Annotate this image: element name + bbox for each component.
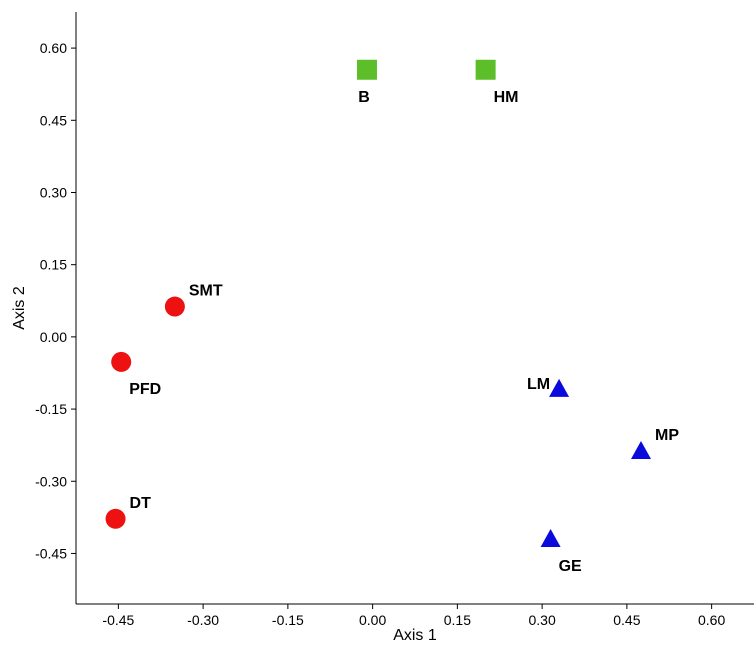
point-marker-lm bbox=[549, 378, 570, 397]
y-tick-label: 0.30 bbox=[40, 184, 67, 200]
axes bbox=[75, 12, 754, 605]
y-tick-label: 0.45 bbox=[40, 112, 67, 128]
x-tick-label: 0.00 bbox=[359, 612, 386, 628]
data-points: B HM SMT PFD DT LM MP GE bbox=[105, 59, 679, 575]
x-tick-label: -0.15 bbox=[272, 612, 304, 628]
y-tick-label: -0.45 bbox=[35, 545, 67, 561]
y-tick-label: -0.15 bbox=[35, 401, 67, 417]
point-label-b: B bbox=[358, 89, 370, 106]
point-marker-ge bbox=[540, 529, 561, 548]
point-label-ge: GE bbox=[559, 558, 582, 575]
point-marker-dt bbox=[105, 508, 126, 529]
point-marker-mp bbox=[631, 440, 651, 459]
point-marker-b bbox=[356, 59, 377, 80]
point-label-lm: LM bbox=[527, 376, 550, 393]
x-tick-label: -0.30 bbox=[187, 612, 219, 628]
x-tick-label: -0.45 bbox=[102, 612, 134, 628]
y-ticks: 0.60 0.45 0.30 0.15 0.00 -0.15 -0.30 -0.45 bbox=[35, 40, 76, 561]
point-label-mp: MP bbox=[655, 427, 679, 444]
x-tick-label: 0.60 bbox=[698, 612, 725, 628]
x-tick-label: 0.30 bbox=[529, 612, 556, 628]
y-axis-title: Axis 2 bbox=[11, 286, 28, 330]
point-label-smt: SMT bbox=[189, 283, 223, 300]
point-marker-smt bbox=[164, 296, 185, 317]
x-axis-title: Axis 1 bbox=[393, 627, 437, 644]
y-tick-label: 0.15 bbox=[40, 257, 67, 273]
y-tick-label: -0.30 bbox=[35, 473, 67, 489]
point-marker-hm bbox=[475, 59, 496, 80]
x-tick-label: 0.45 bbox=[613, 612, 640, 628]
point-label-dt: DT bbox=[130, 495, 152, 512]
y-tick-label: 0.00 bbox=[40, 329, 67, 345]
x-ticks: -0.45 -0.30 -0.15 0.00 0.15 0.30 0.45 0.60 bbox=[102, 604, 725, 628]
point-label-pfd: PFD bbox=[129, 381, 161, 398]
point-label-hm: HM bbox=[494, 89, 519, 106]
y-tick-label: 0.60 bbox=[40, 40, 67, 56]
x-tick-label: 0.15 bbox=[444, 612, 471, 628]
point-marker-pfd bbox=[111, 351, 132, 372]
